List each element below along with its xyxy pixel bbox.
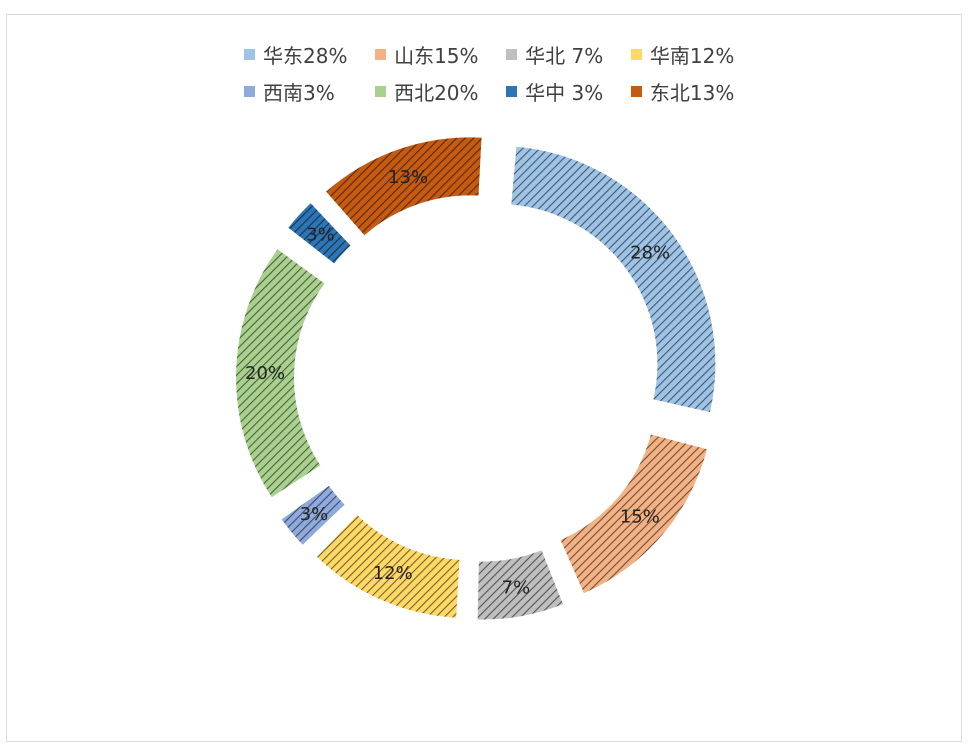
legend-label: 华南12% [649,44,735,68]
legend-swatch [506,49,518,60]
legend-swatch [375,49,387,60]
legend-swatch [506,86,518,97]
legend-item: 华中 3% [506,77,613,106]
legend-label: 西南3% [263,81,335,105]
legend-item: 东北13% [630,77,744,106]
legend-label: 华北 7% [525,44,604,68]
legend-item: 华北 7% [506,40,613,69]
legend-item: 西南3% [244,77,357,106]
donut-segment-华南 [316,515,460,618]
chart-area [6,14,962,742]
donut-segment-华中 [288,203,351,264]
legend-label: 山东15% [394,44,479,68]
legend-label: 东北13% [649,81,735,105]
legend-label: 西北20% [394,81,479,105]
data-label: 13% [388,167,428,188]
donut-segment-东北 [326,137,482,236]
legend-swatch [630,49,642,60]
legend-swatch [244,86,255,97]
legend-item: 山东15% [375,40,488,69]
data-label: 15% [620,506,660,527]
data-label: 3% [306,225,335,246]
legend-item: 华南12% [630,40,744,69]
data-label: 7% [502,578,531,599]
legend-label: 华中 3% [525,81,604,105]
donut-segment-山东 [560,434,708,594]
legend-item: 西北20% [375,77,488,106]
legend-label: 华东28% [263,44,348,68]
data-label: 20% [245,363,285,384]
data-label: 12% [373,563,413,584]
donut-segment-华东 [511,146,716,413]
legend: 华东28% 山东15% 华北 7% 华南12% 西南3% 西北20% 华中 3% 东北13% [244,40,744,106]
donut-segment-华北 [477,550,563,620]
legend-item: 华东28% [244,40,357,69]
legend-swatch [375,86,387,97]
donut-segment-西北 [236,249,325,498]
legend-swatch [244,49,255,60]
data-label: 28% [630,243,670,264]
legend-swatch [630,86,642,97]
data-label: 3% [300,504,329,525]
donut-segment-西南 [281,485,345,545]
